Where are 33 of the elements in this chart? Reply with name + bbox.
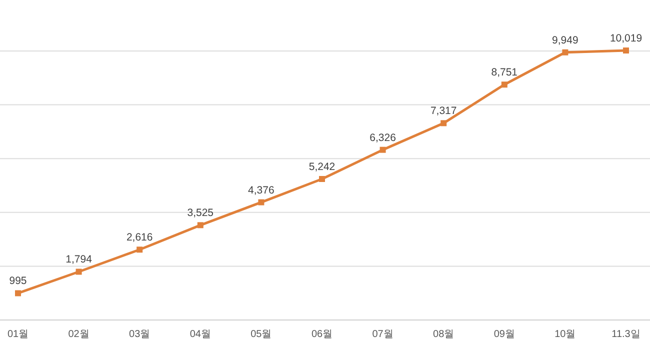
x-tick-label: 04월 (190, 329, 211, 340)
point (440, 120, 447, 126)
data-label: 2,616 (126, 232, 153, 244)
data-label: 6,326 (370, 132, 396, 144)
point (623, 47, 629, 54)
x-tick-label: 06월 (311, 329, 333, 340)
data-label: 9,949 (552, 34, 578, 46)
x-tick-label: 07월 (372, 329, 394, 340)
x-tick-label: 11.3일 (612, 329, 640, 340)
x-tick-label: 10월 (554, 329, 576, 340)
point (380, 146, 386, 153)
data-label: 3,525 (187, 207, 214, 220)
point (501, 82, 508, 88)
data-label: 5,242 (308, 160, 336, 173)
data-label: 8,751 (491, 66, 518, 79)
point (258, 199, 264, 206)
x-tick-label: 05월 (250, 329, 272, 340)
x-tick-label: 09월 (494, 329, 515, 340)
point (562, 49, 568, 56)
data-label: 1,794 (66, 254, 92, 266)
point (76, 268, 82, 275)
data-label: 7,317 (430, 105, 457, 118)
data-label: 4,376 (248, 184, 274, 196)
data-label: 10,019 (610, 32, 642, 44)
data-label: 995 (9, 275, 27, 288)
point (197, 222, 204, 228)
x-tick-label: 01월 (7, 329, 29, 340)
x-tick-label: 03월 (129, 329, 150, 340)
x-tick-label: 02월 (68, 329, 90, 340)
point (319, 176, 325, 182)
point (15, 290, 21, 296)
point (136, 246, 143, 253)
x-tick-label: 08월 (433, 329, 454, 340)
